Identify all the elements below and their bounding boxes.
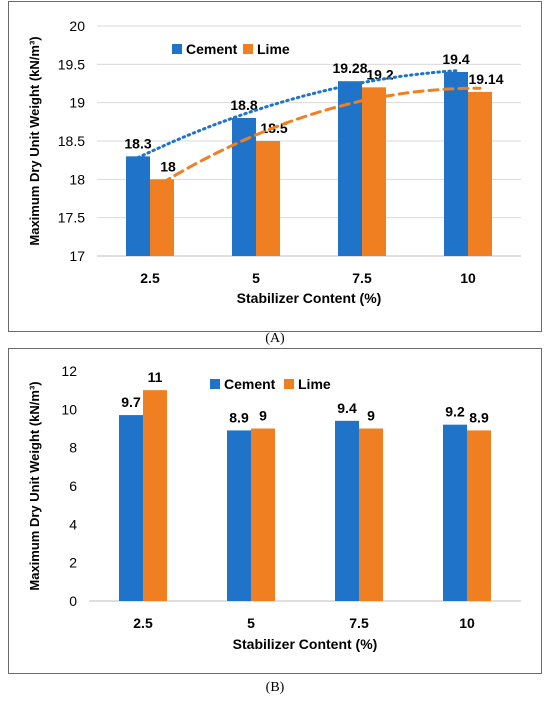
bar-lime (362, 87, 386, 256)
legend-swatch-lime (284, 379, 294, 389)
y-tick-label: 12 (61, 363, 77, 379)
legend-label-cement: Cement (224, 376, 276, 392)
bar-lime (359, 428, 383, 601)
bar-lime (256, 141, 280, 256)
y-tick-label: 2 (69, 555, 77, 571)
chart-a: 1717.51818.51919.52018.3182.518.818.5519… (27, 18, 521, 306)
legend-label-lime: Lime (298, 376, 331, 392)
x-tick-label: 7.5 (352, 270, 372, 286)
y-axis-title: Maximum Dry Unit Weight (kN/m³) (27, 36, 42, 245)
x-tick-label: 5 (252, 270, 260, 286)
data-label: 18.8 (230, 97, 257, 113)
legend-label-lime: Lime (257, 41, 290, 57)
caption-b: (B) (265, 680, 285, 695)
bar-lime (150, 179, 174, 256)
x-axis-title: Stabilizer Content (%) (237, 290, 382, 306)
trendline-lime (160, 86, 482, 185)
x-tick-label: 5 (247, 615, 255, 631)
chart-panel-b: 0 2 4 6 8 10 12 9.7 11 2.5 8.9 9 5 9.4 9 7.5 9.2 8.9 10 Cem… (8, 348, 542, 674)
data-label: 18 (160, 158, 176, 174)
data-label: 11 (148, 369, 163, 385)
legend-label-cement: Cement (186, 41, 238, 57)
data-label: 9.4 (337, 400, 357, 416)
data-label: 9 (259, 408, 267, 424)
bar-cement (126, 156, 150, 256)
bar-cement (119, 415, 143, 601)
y-tick-label: 10 (61, 401, 77, 417)
bar-cement (443, 424, 467, 601)
chart-panel-a: 17 17.5 18 18.5 19 19.5 20 18.3 18 2.5 18.8 18.5 5 19… (8, 1, 542, 332)
x-tick-label: 2.5 (133, 615, 153, 631)
legend-swatch-cement (210, 379, 220, 389)
y-tick-label: 17.5 (58, 210, 85, 226)
legend-swatch-lime (243, 44, 253, 54)
y-tick-label: 0 (69, 593, 77, 609)
bar-cement (227, 430, 251, 601)
data-label: 9.7 (121, 394, 141, 410)
data-label: 19.28 (332, 60, 367, 76)
trendline-cement (136, 69, 458, 160)
data-label: 8.9 (229, 409, 249, 425)
y-tick-label: 20 (69, 18, 85, 34)
bar-lime (251, 428, 275, 601)
x-tick-label: 10 (459, 615, 475, 631)
x-axis-title: Stabilizer Content (%) (233, 636, 378, 652)
y-tick-label: 18.5 (58, 133, 85, 149)
y-tick-label: 19.5 (58, 56, 85, 72)
bar-cement (338, 81, 362, 256)
bar-lime (143, 390, 167, 601)
y-tick-label: 8 (69, 440, 77, 456)
y-tick-label: 17 (69, 248, 85, 264)
data-label: 19.4 (442, 51, 469, 67)
y-tick-label: 4 (69, 516, 77, 532)
bar-cement (444, 72, 468, 256)
y-tick-label: 19 (69, 95, 85, 111)
bar-lime (468, 91, 492, 256)
bar-lime (467, 430, 491, 601)
x-tick-label: 10 (460, 270, 476, 286)
y-tick-label: 18 (69, 171, 85, 187)
data-label: 8.9 (469, 409, 489, 425)
y-axis-title: Maximum Dry Unit Weight (kN/m³) (27, 381, 42, 590)
data-label: 19.14 (468, 71, 503, 87)
bar-cement (335, 420, 359, 601)
x-tick-label: 7.5 (349, 615, 369, 631)
x-tick-label: 2.5 (140, 270, 160, 286)
y-tick-label: 6 (69, 478, 77, 494)
caption-a: (A) (265, 331, 285, 346)
legend-swatch-cement (172, 44, 182, 54)
data-label: 9.2 (445, 404, 465, 420)
data-label: 18.3 (124, 135, 151, 151)
data-label: 9 (367, 408, 375, 424)
data-label: 19.2 (366, 66, 393, 82)
